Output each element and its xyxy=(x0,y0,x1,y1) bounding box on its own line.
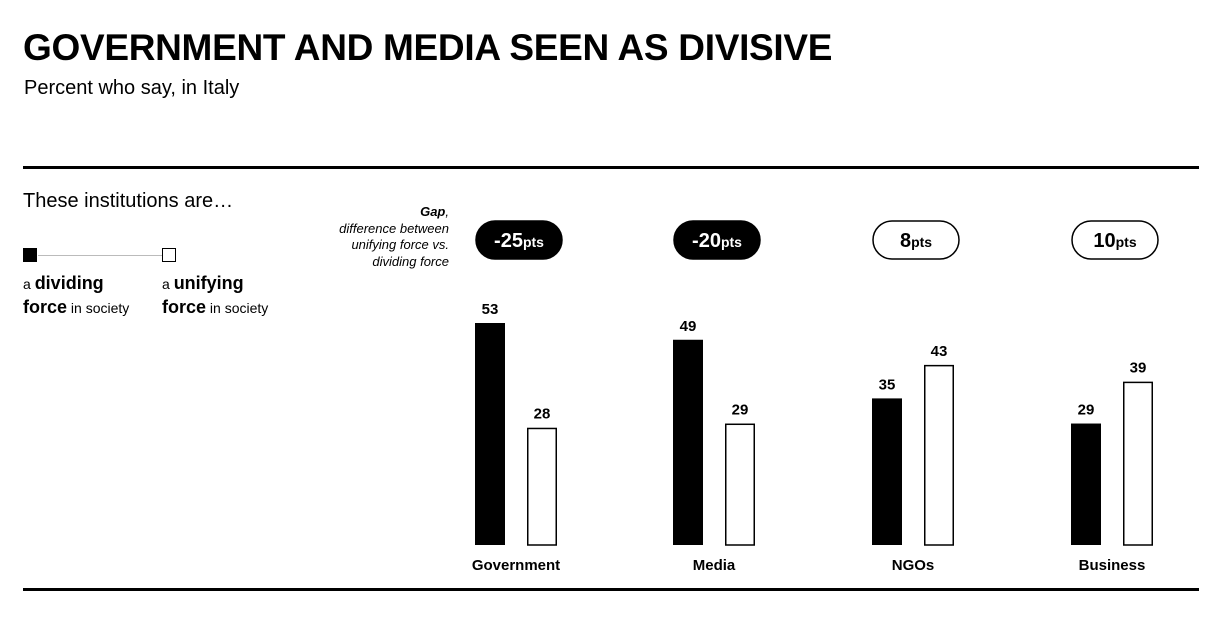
value-label-dividing-government: 53 xyxy=(482,301,499,318)
value-label-unifying-media: 29 xyxy=(732,402,749,419)
legend-unifying-rest: in society xyxy=(209,300,269,316)
chart-subtitle: Percent who say, in Italy xyxy=(24,77,240,99)
value-label-unifying-government: 28 xyxy=(534,406,551,423)
legend-dividing-rest: in society xyxy=(70,300,130,316)
gap-value-business: 10pts xyxy=(1093,230,1136,252)
legend-heading: These institutions are… xyxy=(23,190,234,212)
gap-value-government: -25pts xyxy=(494,230,544,252)
gap-note-comma: , xyxy=(445,204,449,219)
legend-unifying-article: a xyxy=(162,276,170,292)
value-label-unifying-ngos: 43 xyxy=(931,343,948,360)
bar-dividing-ngos xyxy=(872,398,902,545)
legend-connector-line xyxy=(38,255,162,256)
bottom-divider xyxy=(23,588,1199,591)
legend-unifying-word: unifying xyxy=(173,273,244,293)
bar-unifying-government xyxy=(527,427,557,546)
category-label-ngos: NGOs xyxy=(892,557,935,574)
category-label-government: Government xyxy=(472,557,560,574)
chart-title: GOVERNMENT AND MEDIA SEEN AS DIVISIVE xyxy=(23,27,833,68)
gap-pill-business xyxy=(1071,220,1159,260)
gap-value-ngos: 8pts xyxy=(900,230,932,252)
bar-unifying-media xyxy=(725,423,755,546)
gap-note-label: Gap xyxy=(420,204,446,219)
value-label-unifying-business: 39 xyxy=(1130,360,1147,377)
gap-note-line2: unifying force vs. xyxy=(351,237,449,252)
legend-swatch-dividing xyxy=(23,248,37,262)
value-label-dividing-media: 49 xyxy=(680,318,697,335)
gap-note-line3: dividing force xyxy=(372,253,449,269)
top-divider xyxy=(23,166,1199,169)
bar-unifying-business xyxy=(1123,381,1153,546)
value-label-dividing-ngos: 35 xyxy=(879,376,896,393)
gap-note-line1: difference between xyxy=(339,220,449,236)
category-label-media: Media xyxy=(693,557,736,574)
bar-dividing-business xyxy=(1071,423,1101,545)
gap-pill-media xyxy=(673,220,761,260)
legend-dividing-force: force xyxy=(23,297,68,317)
bar-unifying-ngos xyxy=(924,364,954,546)
gap-pill-government xyxy=(475,220,563,260)
legend-swatch-unifying xyxy=(162,248,176,262)
gap-explanation: Gap, difference between unifying force v… xyxy=(300,204,449,270)
gap-value-media: -20pts xyxy=(692,230,742,252)
legend-label-dividing: a dividing force in society xyxy=(23,272,129,320)
legend-dividing-article: a xyxy=(23,276,31,292)
bar-dividing-media xyxy=(673,339,703,545)
value-label-dividing-business: 29 xyxy=(1078,402,1095,419)
gap-pill-ngos xyxy=(872,220,960,260)
category-label-business: Business xyxy=(1079,557,1146,574)
legend-dividing-word: dividing xyxy=(34,273,104,293)
legend-label-unifying: a unifying force in society xyxy=(162,272,268,320)
bar-dividing-government xyxy=(475,323,505,545)
legend-unifying-force: force xyxy=(162,297,207,317)
